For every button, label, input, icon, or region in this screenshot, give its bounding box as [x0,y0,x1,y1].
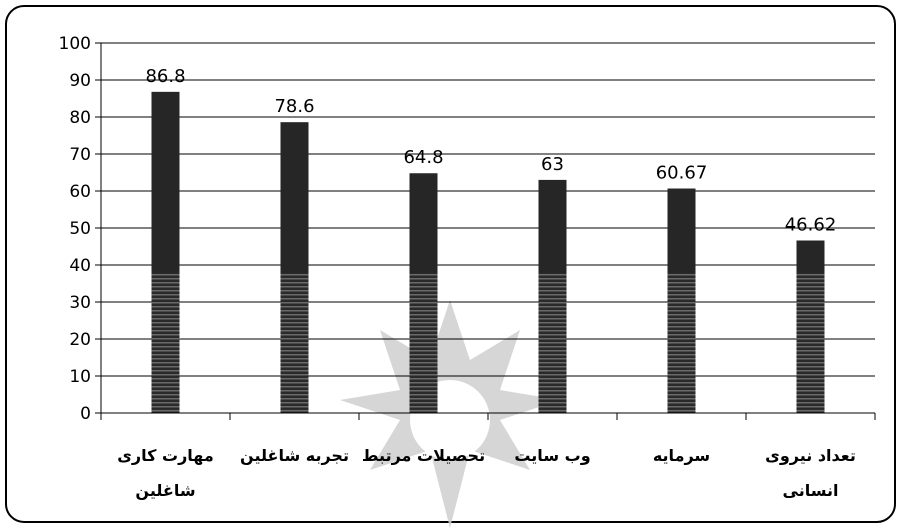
data-label: 64.8 [403,147,443,168]
y-tick-label: 40 [69,256,91,276]
bar-upper [538,179,567,273]
y-tick-label: 80 [69,108,91,128]
bar-upper [667,188,696,273]
y-tick-label: 70 [69,145,91,165]
category-label: مهارت کاری شاغلین [117,446,214,500]
bar-upper [409,173,438,273]
y-tick-label: 0 [80,404,91,424]
bar [280,122,309,413]
category-label-line: تعداد نیروی [765,446,856,465]
y-tick-label: 60 [69,182,91,202]
bars [151,91,825,413]
bar [667,188,696,413]
category-label: سرمایه [653,446,710,465]
data-label: 46.62 [785,215,837,236]
bar-lower [796,273,825,413]
data-label: 63 [541,154,564,175]
y-tick-label: 20 [69,330,91,350]
x-axis: مهارت کاری شاغلین تجربه شاغلین تحصیلات مرتب… [100,412,876,500]
y-tick-label: 10 [69,367,91,387]
category-label-line: شاغلین [135,481,195,500]
bar-lower [667,273,696,413]
y-tick-label: 90 [69,71,91,91]
category-label-line: سرمایه [653,446,710,465]
bar [796,240,825,413]
bar-upper [796,240,825,273]
bar-lower [538,273,567,413]
category-label: تعداد نیروی انسانی [765,446,856,500]
data-label: 60.67 [656,163,708,184]
category-label: وب سایت [514,446,590,465]
y-axis: 0 10 20 30 40 50 60 70 80 90 100 [59,34,102,424]
category-label-line: وب سایت [514,446,590,465]
bar [409,173,438,413]
category-label-line: مهارت کاری [117,446,214,465]
bar [151,91,180,413]
bar-upper [280,122,309,274]
bar-lower [409,273,438,413]
y-tick-label: 50 [69,219,91,239]
gridlines [101,42,875,377]
bar [538,179,567,413]
bar-lower [151,273,180,413]
data-labels: 86.8 78.6 64.8 63 60.67 46.62 [145,66,836,236]
bar-lower [280,273,309,413]
category-label-line: انسانی [783,481,839,500]
category-label: تحصیلات مرتبط [362,446,485,465]
category-label-line: تحصیلات مرتبط [362,446,485,465]
category-label: تجربه شاغلین [240,446,349,465]
category-label-line: تجربه شاغلین [240,446,349,465]
bar-upper [151,91,180,273]
y-tick-label: 100 [59,34,91,54]
data-label: 86.8 [145,66,185,87]
y-tick-label: 30 [69,293,91,313]
data-label: 78.6 [274,96,314,117]
